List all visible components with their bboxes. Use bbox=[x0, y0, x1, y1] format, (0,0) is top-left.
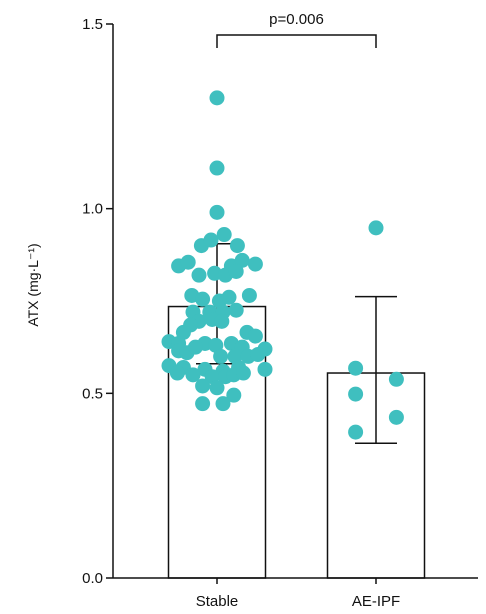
data-point-stable-11 bbox=[247, 256, 263, 272]
data-point-stable-5 bbox=[216, 227, 232, 243]
data-point-stable-60 bbox=[226, 387, 242, 403]
data-point-stable-12 bbox=[191, 267, 207, 283]
data-point-stable-4 bbox=[203, 232, 219, 248]
data-point-stable-1 bbox=[209, 160, 225, 176]
data-point-stable-53 bbox=[185, 367, 201, 383]
data-point-stable-0 bbox=[209, 90, 225, 106]
data-point-stable-17 bbox=[195, 291, 211, 307]
data-point-stable-52 bbox=[169, 365, 185, 381]
x-tick-label-stable: Stable bbox=[196, 593, 239, 610]
data-point-stable-41 bbox=[187, 339, 203, 355]
significance-bracket bbox=[216, 34, 377, 48]
data-point-stable-27 bbox=[214, 313, 230, 329]
data-point-stable-61 bbox=[195, 396, 211, 412]
x-axis: Stable AE-IPF bbox=[113, 577, 478, 610]
data-point-stable-45 bbox=[250, 347, 266, 363]
y-axis: 0.0 0.5 1.0 1.5 bbox=[82, 16, 114, 587]
data-point-stable-10 bbox=[234, 252, 250, 268]
points-layer bbox=[161, 90, 404, 440]
data-point-stable-19 bbox=[221, 289, 237, 305]
y-tick-label-1.0: 1.0 bbox=[82, 201, 103, 218]
data-point-stable-42 bbox=[213, 348, 229, 364]
data-point-stable-57 bbox=[235, 365, 251, 381]
data-point-stable-62 bbox=[215, 396, 231, 412]
data-point-ae-ipf-3 bbox=[348, 386, 364, 402]
y-axis-label: ATX (mg·L⁻¹) bbox=[25, 243, 41, 326]
data-point-ae-ipf-4 bbox=[388, 409, 404, 425]
p-value-label: p=0.006 bbox=[269, 11, 324, 28]
data-point-stable-2 bbox=[209, 204, 225, 220]
y-tick-label-0.0: 0.0 bbox=[82, 570, 103, 587]
data-point-stable-24 bbox=[228, 302, 244, 318]
data-point-ae-ipf-2 bbox=[388, 371, 404, 387]
data-point-stable-31 bbox=[247, 328, 263, 344]
data-point-ae-ipf-5 bbox=[348, 424, 364, 440]
data-point-ae-ipf-0 bbox=[368, 220, 384, 236]
data-point-stable-15 bbox=[228, 263, 244, 279]
data-point-stable-58 bbox=[195, 378, 211, 394]
y-tick-label-1.5: 1.5 bbox=[82, 16, 103, 33]
data-point-stable-59 bbox=[209, 380, 225, 396]
significance-annotation: p=0.006 bbox=[216, 11, 377, 48]
y-tick-label-0.5: 0.5 bbox=[82, 385, 103, 402]
data-point-stable-20 bbox=[241, 287, 257, 303]
data-point-stable-8 bbox=[180, 254, 196, 270]
data-point-ae-ipf-1 bbox=[348, 360, 364, 376]
data-point-stable-51 bbox=[257, 361, 273, 377]
data-point-stable-6 bbox=[229, 238, 245, 254]
x-tick-label-ae-ipf: AE-IPF bbox=[352, 593, 400, 610]
